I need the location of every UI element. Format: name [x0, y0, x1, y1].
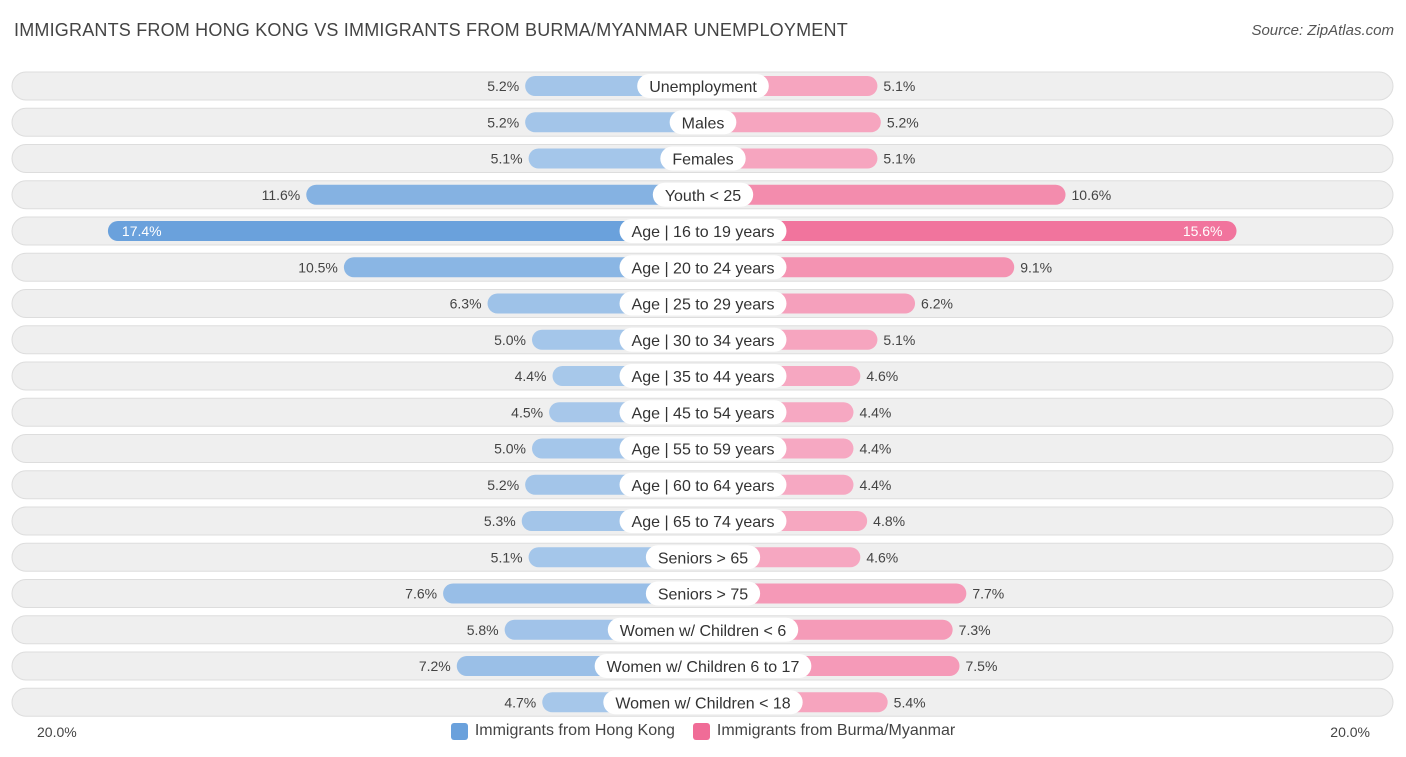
value-label-hong-kong: 7.6%	[405, 586, 437, 602]
value-label-burma: 9.1%	[1020, 259, 1052, 275]
category-label: Age | 65 to 74 years	[632, 514, 775, 531]
category-label: Age | 45 to 54 years	[632, 405, 775, 422]
value-label-burma: 10.6%	[1072, 187, 1112, 203]
value-label-hong-kong: 11.6%	[262, 187, 301, 203]
bar-hong-kong	[107, 221, 704, 241]
category-label: Women w/ Children 6 to 17	[607, 659, 800, 676]
category-label: Seniors > 65	[658, 550, 748, 567]
category-pill	[619, 436, 787, 461]
category-pill	[652, 182, 754, 207]
category-label: Unemployment	[649, 79, 757, 96]
legend-swatch-hong-kong	[450, 722, 468, 740]
value-label-hong-kong: 5.2%	[487, 78, 519, 94]
value-label-burma: 5.1%	[883, 332, 915, 348]
value-label-hong-kong: 17.4%	[122, 223, 162, 239]
category-label: Youth < 25	[665, 188, 741, 205]
value-label-hong-kong: 6.3%	[450, 296, 482, 312]
category-label: Age | 20 to 24 years	[632, 260, 775, 277]
value-label-burma: 4.4%	[859, 477, 891, 493]
value-label-hong-kong: 5.2%	[487, 477, 519, 493]
value-label-burma: 4.4%	[859, 404, 891, 420]
value-label-burma: 4.6%	[866, 549, 898, 565]
value-label-burma: 4.4%	[859, 441, 891, 457]
value-label-hong-kong: 5.0%	[494, 332, 526, 348]
bar-burma	[703, 148, 878, 169]
bar-hong-kong	[343, 257, 703, 278]
category-pill	[619, 327, 787, 352]
value-label-hong-kong: 4.4%	[515, 368, 547, 384]
value-label-hong-kong: 4.7%	[504, 694, 536, 710]
value-label-burma: 4.8%	[873, 513, 905, 529]
category-pill	[645, 581, 761, 606]
category-label: Women w/ Children < 6	[620, 623, 787, 640]
value-label-burma: 6.2%	[921, 296, 953, 312]
category-pill	[619, 219, 787, 243]
bar-burma	[703, 184, 1066, 205]
bar-hong-kong	[443, 583, 703, 604]
value-label-burma: 5.1%	[883, 151, 915, 167]
category-pill	[619, 472, 787, 497]
bar-burma	[703, 583, 967, 604]
category-pill	[619, 509, 787, 533]
source-label: Source: ZipAtlas.com	[1251, 22, 1394, 39]
value-label-burma: 7.7%	[972, 586, 1004, 602]
category-pill	[603, 690, 803, 715]
legend-label-hong-kong: Immigrants from Hong Kong	[474, 722, 675, 739]
legend-label-burma: Immigrants from Burma/Myanmar	[716, 722, 956, 739]
category-pill	[594, 654, 812, 678]
category-pill	[637, 74, 769, 98]
category-pill	[619, 400, 787, 425]
category-pill	[619, 364, 787, 388]
value-label-hong-kong: 5.8%	[467, 622, 499, 638]
value-label-burma: 5.4%	[894, 694, 926, 710]
category-label: Females	[672, 152, 733, 169]
value-label-hong-kong: 7.2%	[419, 658, 451, 674]
axis-left-label: 20.0%	[37, 724, 77, 740]
value-label-burma: 15.6%	[1183, 223, 1223, 239]
category-pill	[607, 617, 799, 642]
category-label: Males	[682, 115, 725, 132]
value-label-hong-kong: 5.1%	[491, 151, 523, 167]
value-label-hong-kong: 5.0%	[494, 441, 526, 457]
legend-swatch-burma	[692, 722, 710, 740]
legend-item-hong-kong[interactable]: Immigrants from Hong Kong	[450, 722, 675, 740]
value-label-burma: 7.3%	[959, 622, 991, 638]
value-label-hong-kong: 5.2%	[487, 114, 519, 130]
category-label: Age | 30 to 34 years	[632, 333, 775, 350]
value-label-hong-kong: 5.3%	[484, 513, 516, 529]
value-label-hong-kong: 10.5%	[298, 259, 338, 275]
category-pill	[645, 545, 761, 570]
category-pill	[619, 291, 787, 316]
category-label: Age | 55 to 59 years	[632, 442, 775, 459]
value-label-burma: 4.6%	[866, 368, 898, 384]
value-label-burma: 7.5%	[966, 658, 998, 674]
legend: Immigrants from Hong Kong Immigrants fro…	[0, 722, 1406, 740]
value-label-burma: 5.1%	[883, 78, 915, 94]
category-label: Seniors > 75	[658, 587, 748, 604]
category-label: Age | 25 to 29 years	[632, 297, 775, 314]
category-label: Age | 60 to 64 years	[632, 478, 775, 495]
bar-hong-kong	[525, 112, 703, 133]
bar-burma	[703, 221, 1237, 241]
category-label: Age | 16 to 19 years	[632, 224, 775, 241]
category-pill	[619, 255, 787, 280]
value-label-hong-kong: 5.1%	[491, 549, 523, 565]
value-label-burma: 5.2%	[887, 114, 919, 130]
category-pill	[669, 110, 737, 135]
axis-right-label: 20.0%	[1330, 724, 1370, 740]
bar-hong-kong	[306, 184, 703, 205]
bar-burma	[703, 112, 881, 133]
legend-item-burma[interactable]: Immigrants from Burma/Myanmar	[692, 722, 956, 740]
category-label: Age | 35 to 44 years	[632, 369, 775, 386]
value-label-hong-kong: 4.5%	[511, 404, 543, 420]
bar-hong-kong	[528, 148, 703, 169]
chart-title: IMMIGRANTS FROM HONG KONG VS IMMIGRANTS …	[14, 20, 848, 40]
category-pill	[660, 146, 746, 171]
category-label: Women w/ Children < 18	[615, 695, 790, 712]
